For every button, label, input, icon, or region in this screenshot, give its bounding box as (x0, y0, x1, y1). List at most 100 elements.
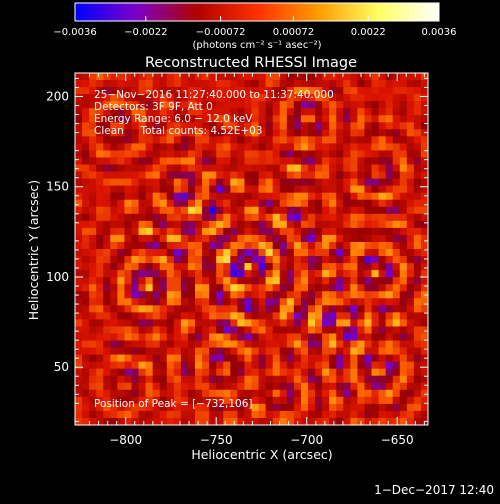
heatmap-cell (329, 319, 337, 328)
heatmap-cell (138, 403, 147, 412)
heatmap-cell (166, 382, 175, 391)
heatmap-cell (230, 115, 238, 123)
heatmap-cell (145, 333, 154, 342)
heatmap-cell (357, 213, 366, 222)
heatmap-cell (293, 305, 302, 313)
x-tick-label: −650 (381, 433, 414, 447)
heatmap-cell (343, 101, 351, 109)
heatmap-cell (392, 241, 401, 250)
heatmap-cell (103, 129, 111, 137)
heatmap-cell (145, 80, 154, 88)
heatmap-cell (279, 361, 288, 370)
heatmap-cell (82, 298, 90, 306)
heatmap-cell (145, 220, 154, 229)
heatmap-cell (343, 382, 351, 391)
heatmap-cell (145, 101, 154, 109)
heatmap-cell (406, 277, 415, 285)
heatmap-cell (251, 206, 260, 215)
heatmap-cell (103, 284, 111, 292)
heatmap-cell (89, 403, 97, 412)
heatmap-cell (399, 227, 408, 236)
heatmap-cell (265, 277, 274, 285)
heatmap-cell (103, 178, 111, 187)
heatmap-cell (343, 192, 351, 201)
heatmap-cell (230, 403, 238, 412)
heatmap-cell (209, 326, 217, 335)
heatmap-cell (329, 171, 337, 180)
heatmap-cell (364, 256, 373, 264)
heatmap-cell (180, 361, 189, 370)
heatmap-cell (251, 403, 260, 412)
heatmap-cell (357, 227, 366, 236)
heatmap-cell (315, 192, 323, 201)
heatmap-cell (371, 347, 380, 356)
heatmap-cell (272, 157, 281, 166)
heatmap-cell (350, 333, 358, 342)
heatmap-cell (378, 396, 387, 405)
heatmap-cell (279, 354, 288, 363)
heatmap-cell (385, 361, 394, 370)
heatmap-cell (350, 199, 358, 208)
heatmap-cell (117, 241, 126, 250)
heatmap-cell (82, 305, 90, 313)
heatmap-cell (420, 122, 428, 130)
heatmap-cell (230, 263, 238, 271)
heatmap-cell (251, 340, 260, 349)
heatmap-cell (350, 298, 358, 306)
heatmap-cell (237, 206, 246, 215)
heatmap-cell (82, 234, 90, 243)
heatmap-cell (357, 94, 366, 102)
heatmap-cell (343, 375, 351, 384)
heatmap-cell (272, 220, 281, 229)
heatmap-cell (187, 185, 196, 194)
heatmap-cell (258, 122, 267, 130)
heatmap-cell (272, 347, 281, 356)
heatmap-cell (279, 150, 288, 159)
heatmap-cell (364, 312, 373, 320)
heatmap-cell (350, 417, 358, 425)
heatmap-cell (244, 115, 253, 123)
heatmap-cell (187, 277, 196, 285)
heatmap-cell (413, 178, 422, 187)
heatmap-cell (89, 361, 97, 370)
heatmap-cell (322, 234, 330, 243)
heatmap-cell (420, 101, 428, 109)
heatmap-cell (216, 340, 224, 349)
heatmap-cell (293, 115, 302, 123)
heatmap-cell (329, 347, 337, 356)
heatmap-cell (272, 291, 281, 299)
heatmap-cell (82, 382, 90, 391)
heatmap-cell (286, 185, 295, 194)
heatmap-cell (300, 115, 309, 123)
heatmap-cell (343, 220, 351, 229)
heatmap-cell (237, 277, 246, 285)
heatmap-cell (75, 347, 83, 356)
heatmap-cell (392, 340, 401, 349)
heatmap-cell (180, 241, 189, 250)
heatmap-cell (272, 122, 281, 130)
heatmap-cell (406, 227, 415, 236)
heatmap-cell (209, 263, 217, 271)
heatmap-cell (89, 270, 97, 278)
heatmap-cell (286, 241, 295, 250)
heatmap-cell (223, 129, 231, 137)
heatmap-cell (279, 136, 288, 144)
heatmap-cell (244, 263, 253, 271)
heatmap-cell (392, 199, 401, 208)
heatmap-cell (329, 326, 337, 335)
heatmap-cell (286, 319, 295, 328)
heatmap-cell (251, 361, 260, 370)
heatmap-cell (138, 249, 147, 257)
heatmap-cell (357, 256, 366, 264)
heatmap-cell (399, 340, 408, 349)
heatmap-cell (272, 298, 281, 306)
heatmap-cell (286, 291, 295, 299)
heatmap-cell (357, 199, 366, 208)
heatmap-cell (152, 150, 161, 159)
heatmap-cell (117, 305, 126, 313)
heatmap-cell (336, 410, 344, 419)
heatmap-cell (195, 87, 203, 95)
heatmap-cell (173, 213, 182, 222)
heatmap-cell (145, 312, 154, 320)
heatmap-cell (336, 115, 344, 123)
